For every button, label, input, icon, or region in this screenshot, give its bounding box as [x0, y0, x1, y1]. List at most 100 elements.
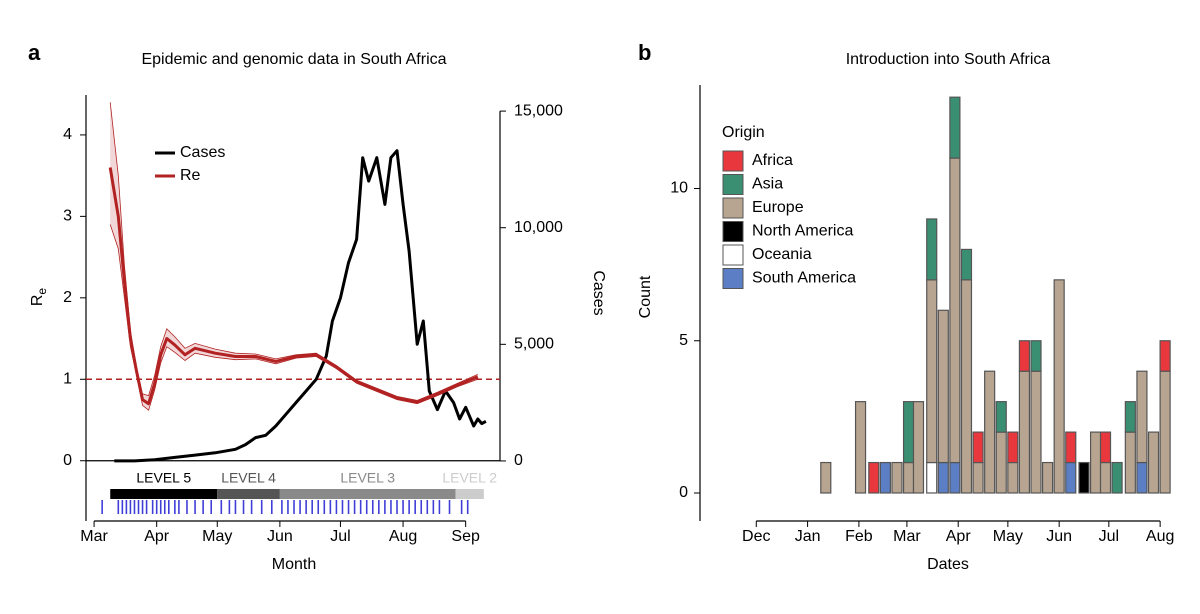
bar-segment: [1053, 279, 1065, 494]
bar-segment: [1041, 461, 1054, 494]
legend-label: North America: [752, 223, 853, 240]
x-tick-label: Mar: [893, 528, 921, 545]
level-bar: [217, 489, 280, 499]
bar-segment: [1099, 461, 1112, 494]
panel-letter: a: [28, 40, 41, 65]
legend-label: Asia: [752, 176, 783, 193]
bar-segment: [1089, 431, 1102, 494]
bar-segment: [1159, 370, 1171, 494]
level-label: LEVEL 3: [340, 470, 395, 486]
legend-label: South America: [752, 270, 856, 287]
confidence-band: [110, 102, 478, 411]
bar-segment: [926, 218, 938, 281]
bar-segment: [879, 461, 891, 494]
legend-label: Cases: [180, 144, 225, 161]
level-bar: [110, 489, 218, 499]
legend-label: Re: [180, 167, 201, 184]
bar-segment: [972, 461, 984, 494]
x-tick-label: Aug: [1146, 528, 1174, 545]
y-tick-label: 2: [63, 289, 72, 306]
legend-swatch: [722, 197, 744, 219]
y-axis-label-main: R: [29, 295, 46, 307]
x-tick-label: Sep: [451, 528, 480, 545]
bar-segment: [1124, 431, 1136, 494]
bar-segment: [1007, 461, 1019, 494]
bar-segment: [1099, 431, 1112, 464]
bar-segment: [1018, 340, 1031, 372]
bar-segment: [1065, 461, 1077, 494]
y2-tick-label: 5,000: [514, 336, 554, 353]
x-tick-label: May: [993, 528, 1023, 545]
x-tick-label: Jun: [1046, 528, 1072, 545]
bar-segment: [1018, 370, 1031, 494]
bar-segment: [902, 401, 915, 464]
x-tick-label: May: [202, 528, 232, 545]
level-bar: [279, 489, 456, 499]
x-tick-label: Feb: [845, 528, 873, 545]
legend-swatch: [722, 150, 744, 172]
level-bar: [455, 489, 484, 499]
x-tick-label: Jan: [795, 528, 821, 545]
bar-segment: [868, 461, 880, 494]
bar-segment: [960, 248, 973, 281]
bar-segment: [1124, 401, 1136, 433]
line-cases: [114, 149, 487, 463]
y2-tick-label: 0: [514, 452, 523, 469]
level-label: LEVEL 2: [442, 470, 497, 486]
bar-segment: [949, 157, 961, 464]
y-tick-label: 1: [63, 370, 72, 387]
y-axis-label: Re: [29, 288, 49, 307]
bar-segment: [1030, 340, 1042, 372]
x-tick-label: Aug: [389, 528, 417, 545]
bar-segment: [984, 370, 996, 494]
y-axis-label-sub: e: [35, 288, 49, 295]
bar-segment: [854, 401, 867, 494]
bar-segment: [1136, 461, 1148, 494]
y-tick-label: 3: [63, 208, 72, 225]
bar-segment: [1111, 461, 1123, 494]
x-tick-label: Apr: [946, 528, 972, 545]
legend-swatch: [722, 244, 744, 266]
y2-tick-label: 10,000: [514, 219, 563, 236]
bar-segment: [820, 461, 832, 494]
bar-segment: [926, 461, 938, 494]
x-tick-label: Apr: [144, 528, 170, 545]
bar-segment: [949, 96, 961, 159]
y2-axis-label: Cases: [590, 270, 607, 315]
x-tick-label: Jul: [1099, 528, 1119, 545]
bar-segment: [1136, 370, 1148, 464]
bar-segment: [1078, 461, 1090, 494]
level-label: LEVEL 5: [136, 470, 191, 486]
y2-tick-label: 15,000: [514, 102, 563, 119]
y-tick-label: 10: [670, 180, 688, 197]
bar-segment: [995, 431, 1007, 494]
bar-segment: [902, 461, 915, 494]
y-axis-label: Count: [637, 275, 654, 318]
bar-segment: [972, 431, 984, 464]
bar-segment: [926, 279, 938, 464]
chart-title: Introduction into South Africa: [846, 51, 1051, 68]
x-axis-label: Month: [272, 556, 316, 573]
bar-segment: [1030, 370, 1042, 494]
bar-segment: [1147, 431, 1160, 494]
x-axis-label: Dates: [927, 556, 969, 573]
legend-title: Origin: [722, 124, 765, 141]
bar-segment: [912, 401, 925, 494]
y-tick-label: 0: [63, 452, 72, 469]
legend-swatch: [722, 174, 744, 195]
bar-segment: [891, 461, 903, 494]
legend-label: Africa: [752, 152, 793, 169]
x-tick-label: Jul: [330, 528, 350, 545]
bar-segment: [995, 401, 1007, 433]
x-tick-label: Dec: [742, 528, 770, 545]
y-tick-label: 0: [679, 484, 688, 501]
bar-segment: [960, 279, 973, 494]
x-tick-label: Mar: [80, 528, 108, 545]
bar-segment: [1007, 431, 1019, 464]
y-tick-label: 5: [679, 332, 688, 349]
bar-segment: [1065, 431, 1077, 464]
y-tick-label: 4: [63, 126, 72, 143]
legend-label: Oceania: [752, 246, 812, 263]
bar-segment: [937, 309, 949, 464]
